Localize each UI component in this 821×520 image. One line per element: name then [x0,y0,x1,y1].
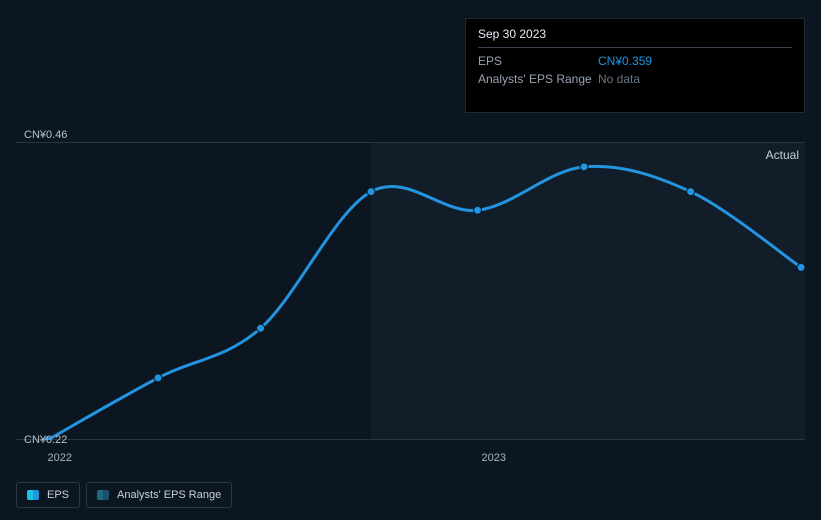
legend-item-range[interactable]: Analysts' EPS Range [86,482,232,508]
legend: EPS Analysts' EPS Range [16,482,232,508]
chart-tooltip: Sep 30 2023 EPS CN¥0.359 Analysts' EPS R… [465,18,805,113]
line-series-svg [16,142,805,440]
x-axis-label: 2023 [482,452,506,464]
tooltip-date: Sep 30 2023 [478,27,792,48]
legend-item-label: EPS [47,489,69,501]
tooltip-row: Analysts' EPS Range No data [478,70,792,88]
y-axis-label-bottom: CN¥0.22 [24,434,67,446]
legend-swatch-icon [97,490,109,500]
tooltip-row-label: EPS [478,54,598,68]
actual-label: Actual [766,148,799,162]
legend-swatch-icon [27,490,39,500]
eps-chart-container: Sep 30 2023 EPS CN¥0.359 Analysts' EPS R… [0,0,821,520]
tooltip-row-label: Analysts' EPS Range [478,72,598,86]
tooltip-row: EPS CN¥0.359 [478,52,792,70]
tooltip-row-value: CN¥0.359 [598,54,792,68]
plot-area[interactable]: CN¥0.46 CN¥0.22 Actual [16,142,805,440]
tooltip-row-value: No data [598,72,792,86]
legend-item-eps[interactable]: EPS [16,482,80,508]
x-axis-label: 2022 [48,452,72,464]
legend-item-label: Analysts' EPS Range [117,489,221,501]
y-axis-label-top: CN¥0.46 [24,129,67,141]
